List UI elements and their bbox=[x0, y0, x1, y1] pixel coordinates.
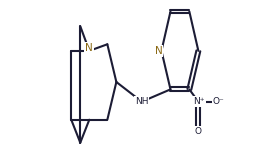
Text: NH: NH bbox=[135, 97, 148, 106]
Text: O: O bbox=[195, 127, 202, 136]
Text: N: N bbox=[155, 46, 162, 56]
Text: N: N bbox=[85, 43, 93, 53]
Text: N⁺: N⁺ bbox=[193, 97, 205, 106]
Text: O⁻: O⁻ bbox=[213, 97, 225, 106]
